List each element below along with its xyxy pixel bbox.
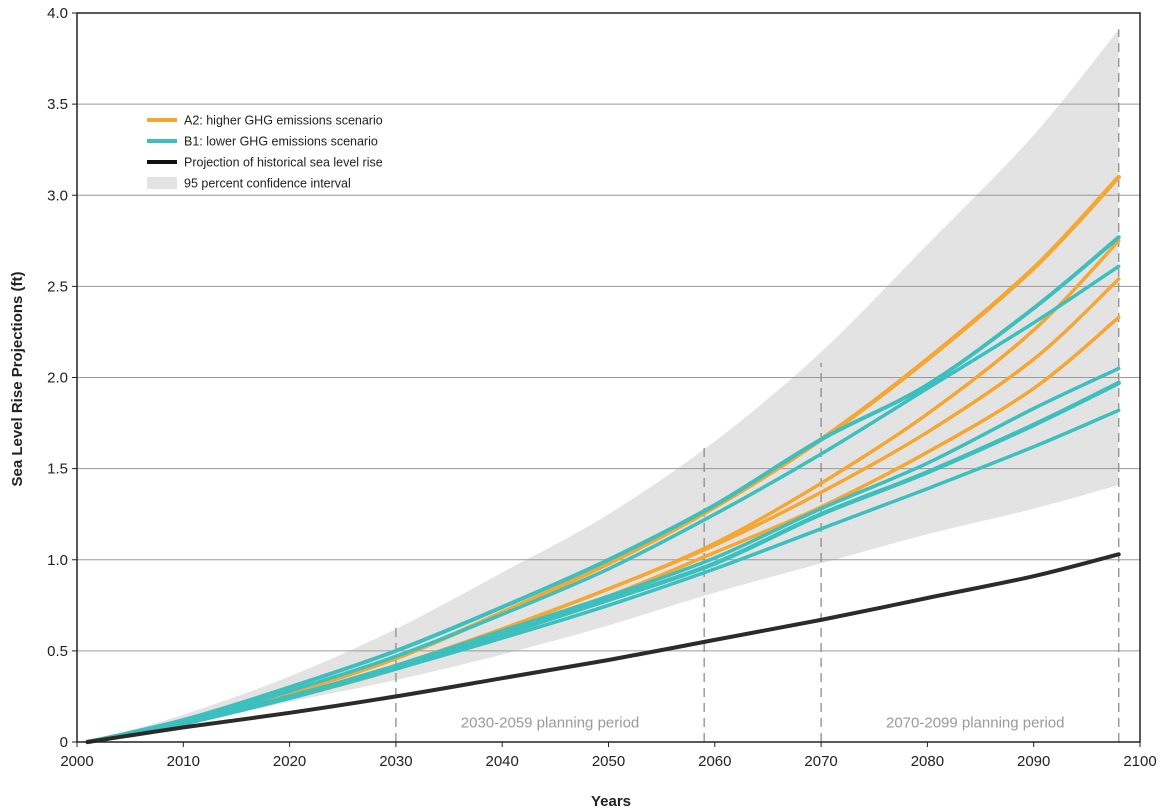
legend-label: B1: lower GHG emissions scenario — [184, 135, 378, 149]
x-tick-label: 2030 — [379, 753, 412, 770]
y-tick-label: 1.5 — [47, 461, 68, 478]
tick-label-layer: 2000 2010 2020 2030 2040 2050 2060 2070 2080 2090… — [47, 5, 1157, 770]
legend-label: Projection of historical sea level rise — [184, 156, 383, 170]
x-tick-label: 2090 — [1017, 753, 1050, 770]
planning-period-label: 2070-2099 planning period — [886, 714, 1064, 731]
reference-line-layer — [395, 29, 1120, 742]
series-line — [85, 552, 1121, 744]
legend-label: A2: higher GHG emissions scenario — [184, 114, 383, 128]
series-line — [85, 235, 1121, 744]
x-tick-label: 2020 — [273, 753, 306, 770]
x-tick-label: 2100 — [1123, 753, 1156, 770]
series-layer — [85, 174, 1121, 745]
annotation-layer: 2030-2059 planning period 2070-2099 plann… — [461, 714, 1065, 731]
y-tick-label: 2.5 — [47, 278, 68, 295]
planning-period-label: 2030-2059 planning period — [461, 714, 639, 731]
y-axis-title: Sea Level Rise Projections (ft) — [9, 271, 26, 486]
legend: A2: higher GHG emissions scenario B1: low… — [147, 114, 383, 191]
x-tick-label: 2000 — [60, 753, 93, 770]
x-tick-label: 2080 — [911, 753, 944, 770]
x-tick-label: 2060 — [698, 753, 731, 770]
y-tick-label: 0.5 — [47, 643, 68, 660]
y-tick-label: 2.0 — [47, 370, 68, 387]
legend-swatch — [147, 177, 177, 189]
y-tick-label: 0 — [60, 734, 68, 751]
series-line — [85, 264, 1121, 744]
x-tick-label: 2050 — [592, 753, 625, 770]
series-line — [85, 408, 1121, 744]
y-tick-label: 4.0 — [47, 5, 68, 22]
y-tick-label: 1.0 — [47, 552, 68, 569]
y-tick-label: 3.0 — [47, 187, 68, 204]
x-tick-label: 2070 — [804, 753, 837, 770]
legend-label: 95 percent confidence interval — [184, 177, 351, 191]
x-tick-label: 2010 — [167, 753, 200, 770]
x-tick-label: 2040 — [486, 753, 519, 770]
x-axis-title: Years — [591, 793, 631, 810]
y-tick-label: 3.5 — [47, 96, 68, 113]
